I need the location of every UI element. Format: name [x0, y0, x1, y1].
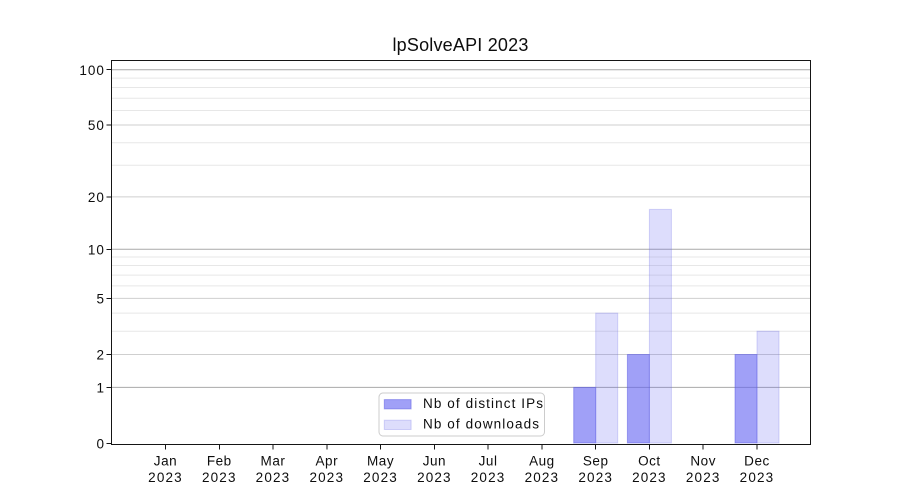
svg-text:2023: 2023 [740, 470, 775, 485]
svg-text:Mar: Mar [261, 453, 286, 468]
svg-text:0: 0 [96, 437, 105, 452]
svg-text:May: May [367, 453, 394, 468]
svg-text:50: 50 [88, 118, 105, 133]
svg-text:2023: 2023 [417, 470, 452, 485]
svg-text:20: 20 [88, 190, 105, 205]
svg-text:Sep: Sep [583, 453, 609, 468]
svg-text:2023: 2023 [148, 470, 183, 485]
svg-text:Apr: Apr [315, 453, 338, 468]
svg-text:100: 100 [79, 63, 105, 78]
svg-text:2023: 2023 [686, 470, 721, 485]
svg-text:lpSolveAPI 2023: lpSolveAPI 2023 [392, 35, 528, 55]
svg-text:Jun: Jun [423, 453, 446, 468]
svg-text:Jul: Jul [479, 453, 498, 468]
svg-text:Nb of downloads: Nb of downloads [423, 416, 540, 431]
svg-text:2023: 2023 [578, 470, 613, 485]
svg-text:Jan: Jan [154, 453, 177, 468]
svg-text:Oct: Oct [638, 453, 661, 468]
svg-text:Feb: Feb [207, 453, 232, 468]
svg-text:2023: 2023 [471, 470, 506, 485]
svg-text:2023: 2023 [363, 470, 398, 485]
svg-text:2023: 2023 [632, 470, 667, 485]
svg-text:2023: 2023 [256, 470, 291, 485]
svg-text:Aug: Aug [529, 453, 555, 468]
svg-text:2023: 2023 [525, 470, 560, 485]
svg-text:2: 2 [96, 348, 105, 363]
svg-text:Dec: Dec [744, 453, 770, 468]
svg-text:10: 10 [88, 243, 105, 258]
svg-text:2023: 2023 [202, 470, 237, 485]
svg-text:2023: 2023 [309, 470, 344, 485]
svg-text:Nov: Nov [690, 453, 716, 468]
svg-text:Nb of distinct IPs: Nb of distinct IPs [423, 396, 544, 411]
svg-text:5: 5 [96, 292, 105, 307]
svg-text:1: 1 [96, 381, 105, 396]
